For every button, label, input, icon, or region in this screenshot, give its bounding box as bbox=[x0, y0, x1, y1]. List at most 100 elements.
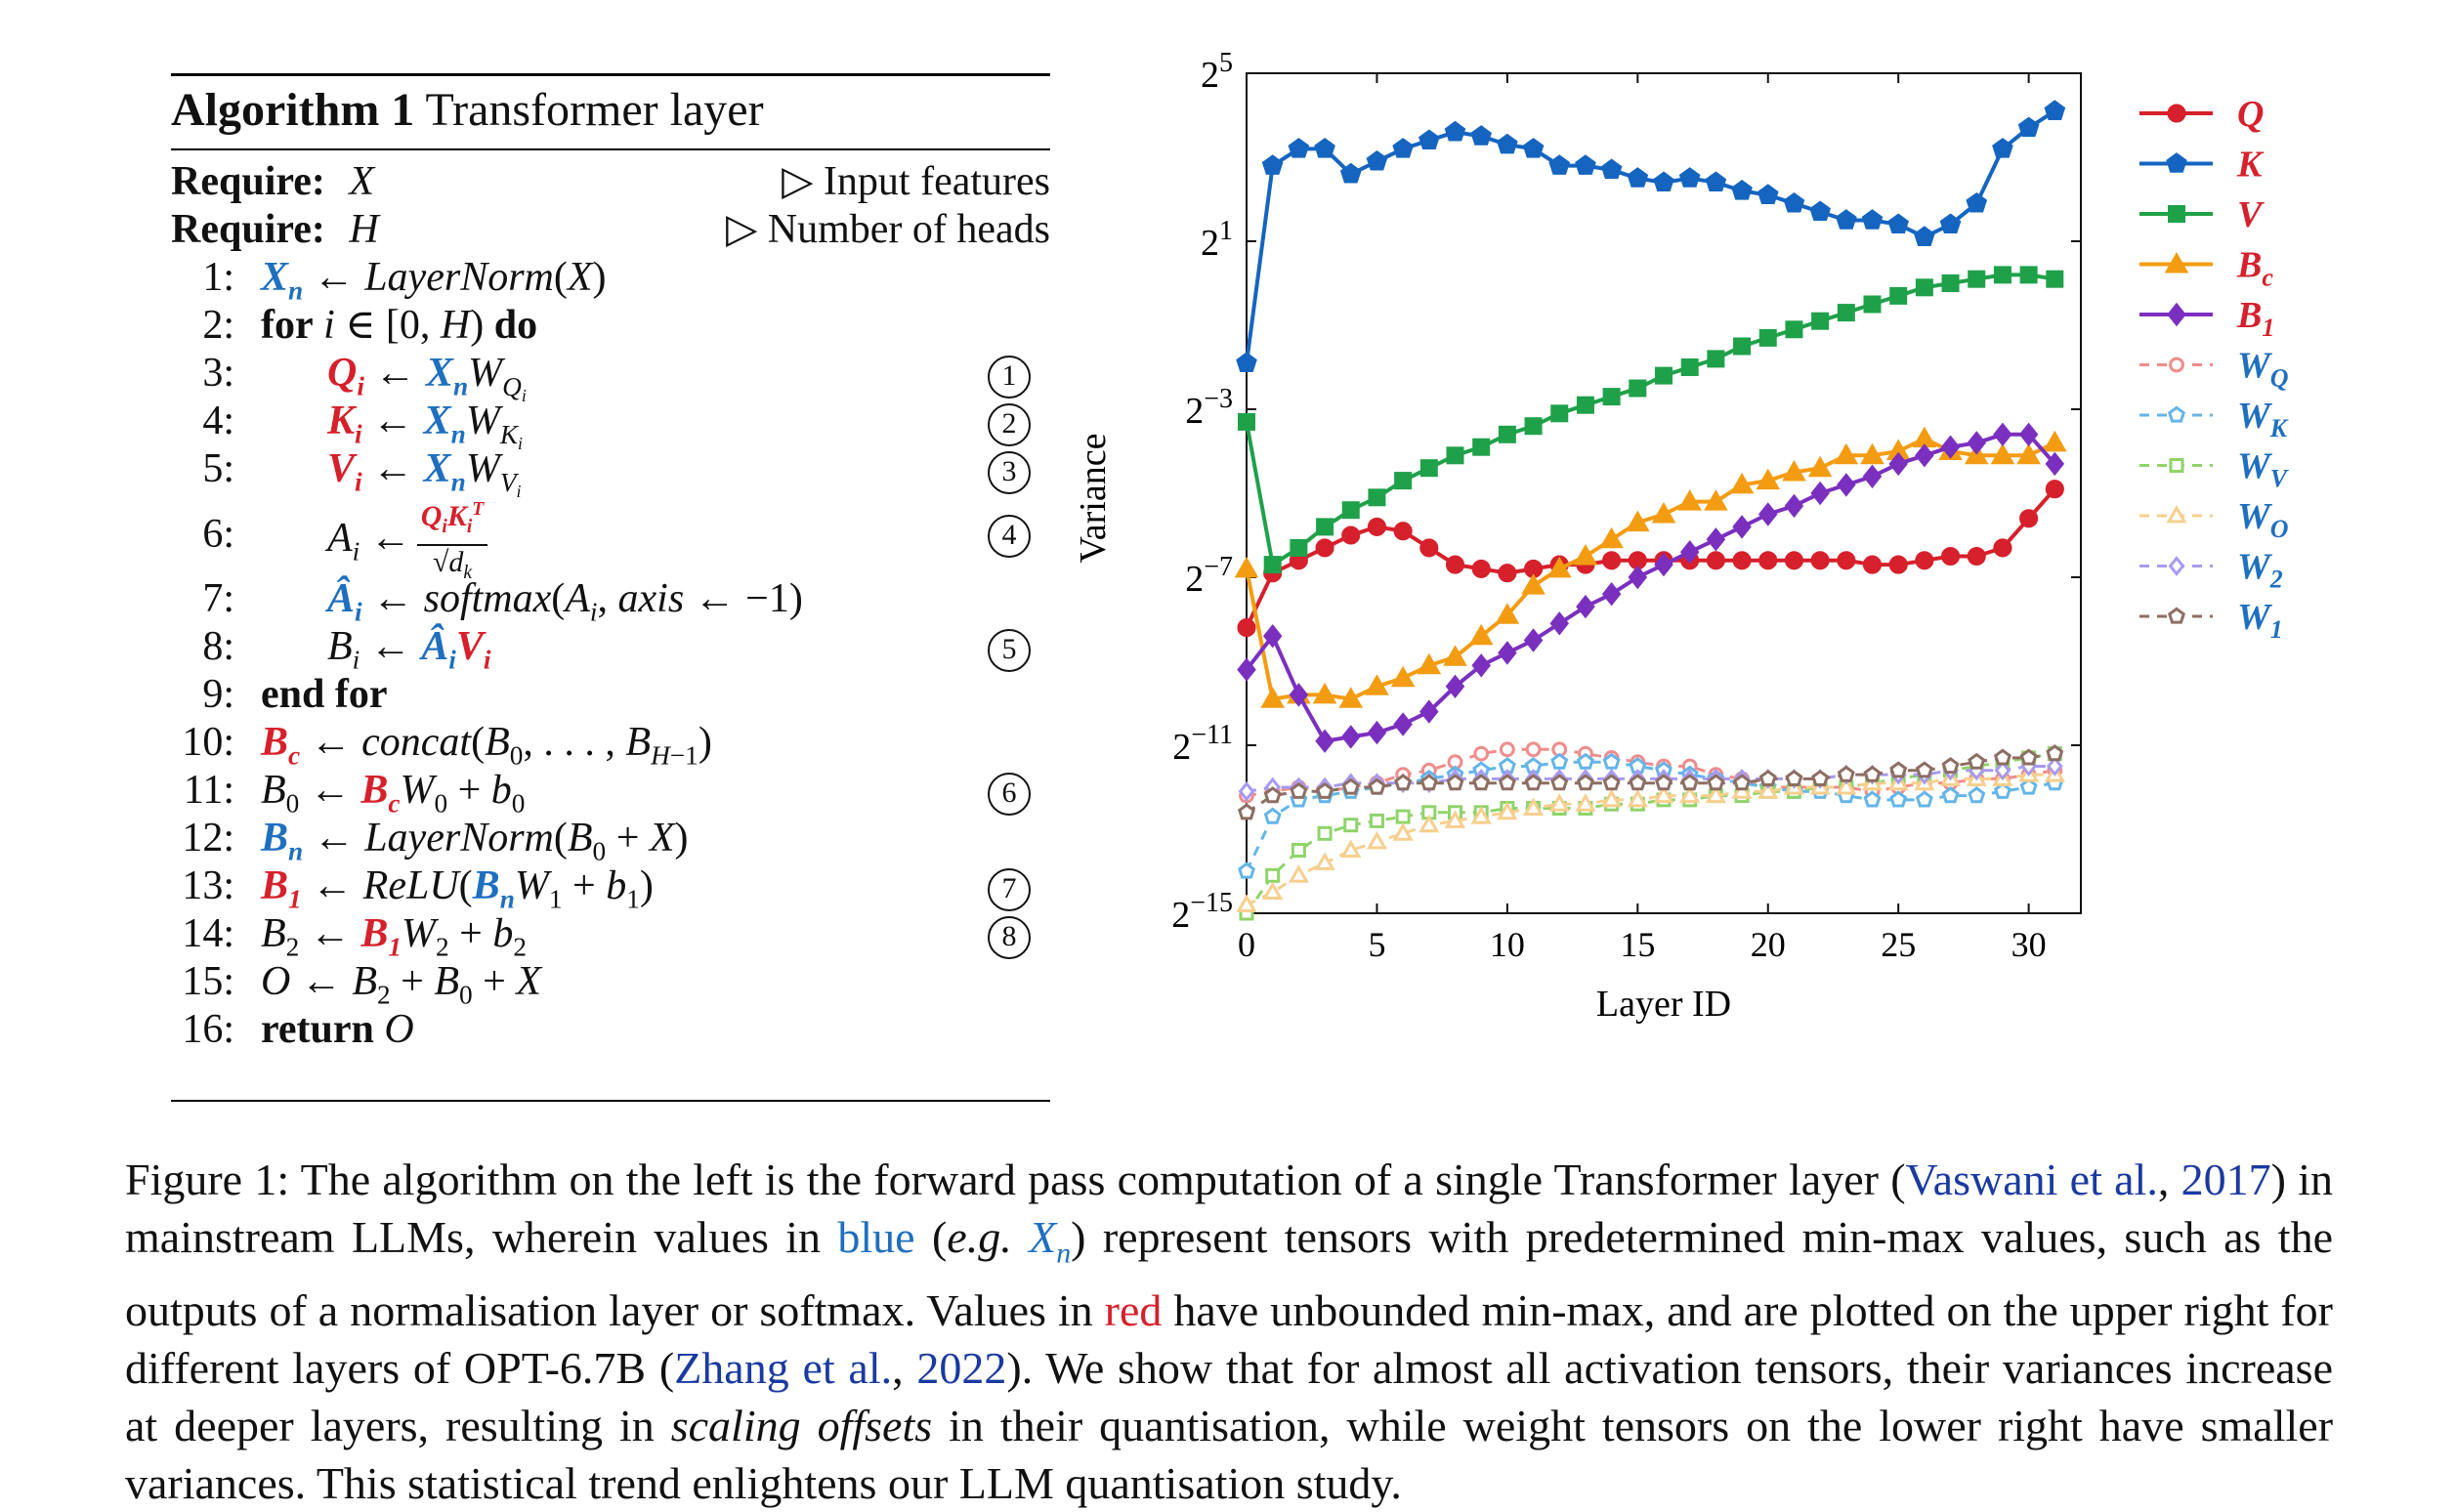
legend-entry: Q bbox=[2139, 94, 2264, 135]
data-point bbox=[1444, 120, 1466, 142]
data-point bbox=[1444, 810, 1466, 828]
data-point bbox=[1785, 769, 1803, 786]
line-number: 14: bbox=[182, 911, 234, 956]
data-point bbox=[1470, 125, 1492, 146]
data-point bbox=[1523, 628, 1544, 652]
data-point bbox=[1263, 556, 1282, 574]
data-point bbox=[1395, 809, 1411, 824]
figure-caption: Figure 1: The algorithm on the left is t… bbox=[125, 1151, 2333, 1512]
citation-link[interactable]: Zhang et al. bbox=[674, 1343, 893, 1394]
line-number: 4: bbox=[202, 399, 234, 443]
series-bc bbox=[1234, 426, 2067, 708]
legend-marker bbox=[2168, 556, 2185, 576]
data-point bbox=[1315, 538, 1334, 558]
series-line-q bbox=[1245, 487, 2056, 629]
algo-line-13: 13: B1 ← ReLU(BnW1 + b1) 7 bbox=[171, 862, 1050, 914]
data-point bbox=[2046, 756, 2063, 777]
data-point bbox=[1548, 793, 1570, 812]
data-point bbox=[1862, 464, 1883, 489]
x-tick-label: 25 bbox=[1881, 925, 1916, 964]
data-point bbox=[1707, 774, 1725, 791]
data-point bbox=[1236, 894, 1257, 912]
algorithm-label: Algorithm 1 bbox=[171, 84, 415, 136]
data-point bbox=[1600, 158, 1623, 180]
series-wo bbox=[1236, 764, 2065, 912]
data-point bbox=[1575, 154, 1596, 175]
data-point bbox=[1655, 366, 1673, 385]
data-point bbox=[1993, 781, 2011, 799]
data-point bbox=[1677, 489, 1702, 511]
step-circle: 3 bbox=[988, 451, 1031, 494]
data-point bbox=[1468, 623, 1494, 646]
data-point bbox=[1757, 502, 1778, 526]
legend-label: B1 bbox=[2236, 295, 2274, 342]
data-point bbox=[1863, 295, 1882, 314]
data-point bbox=[1679, 784, 1701, 804]
data-point bbox=[1729, 472, 1755, 494]
data-point bbox=[1576, 594, 1595, 619]
data-point bbox=[1499, 741, 1515, 758]
data-point bbox=[1915, 790, 1933, 808]
data-point bbox=[1522, 797, 1545, 816]
data-point bbox=[1968, 786, 1986, 804]
x-tick-label: 0 bbox=[1238, 925, 1255, 964]
data-point bbox=[1393, 712, 1413, 736]
data-point bbox=[1651, 501, 1676, 524]
data-point bbox=[2019, 748, 2038, 766]
data-point bbox=[1260, 687, 1285, 708]
data-point bbox=[1288, 864, 1309, 883]
data-point bbox=[1470, 806, 1492, 824]
algo-line-2: 2: for i ∈ [0, H) do bbox=[171, 302, 1050, 350]
data-point bbox=[2019, 777, 2038, 795]
data-point bbox=[1783, 191, 1805, 213]
y-tick-label: 25 bbox=[1201, 48, 1233, 96]
line-body: Bi ← ÂiVi bbox=[327, 624, 491, 675]
data-point bbox=[2044, 100, 2066, 120]
line-number: 3: bbox=[202, 351, 234, 396]
data-point bbox=[2045, 451, 2065, 477]
series-line-w1 bbox=[1246, 752, 2055, 815]
line-body: Bc ← concat(B0, . . . , BH−1) bbox=[261, 720, 712, 771]
line-body: Vi ← XnWVi bbox=[327, 446, 522, 501]
require-keyword: Require: bbox=[171, 207, 325, 252]
data-point bbox=[1443, 645, 1467, 666]
data-point bbox=[1234, 556, 1259, 578]
data-point bbox=[1782, 459, 1806, 482]
series-line-wo bbox=[1246, 773, 2055, 906]
data-point bbox=[1392, 138, 1414, 158]
caption-italic: e.g. bbox=[947, 1212, 1012, 1262]
legend-entry: WO bbox=[2139, 496, 2289, 543]
series-line-wq bbox=[1246, 747, 2055, 798]
data-point bbox=[2019, 266, 2038, 284]
data-point bbox=[1261, 154, 1284, 175]
citation-link[interactable]: Vaswani et al. bbox=[1905, 1155, 2158, 1204]
y-tick-label: 2−15 bbox=[1171, 888, 1233, 936]
citation-year-link[interactable]: 2022 bbox=[916, 1343, 1007, 1394]
x-axis-label: Layer ID bbox=[1596, 984, 1731, 1025]
line-body: B0 ← BcW0 + b0 bbox=[261, 768, 526, 819]
legend-entry: B1 bbox=[2139, 295, 2274, 342]
data-point bbox=[1263, 807, 1282, 824]
legend-entry: W1 bbox=[2139, 597, 2283, 644]
algo-line-9: 9: end for bbox=[171, 671, 1050, 719]
data-point bbox=[1262, 623, 1283, 649]
algo-line-7: 7: Âi ← softmax(Ai, axis ← −1) bbox=[171, 575, 1050, 627]
data-point bbox=[1836, 776, 1857, 795]
caption-italic: scaling offsets bbox=[670, 1401, 933, 1451]
data-point bbox=[1473, 745, 1490, 762]
data-point bbox=[1575, 793, 1596, 812]
algo-line-3: 3: Qi ← XnWQi 1 bbox=[171, 350, 1050, 405]
data-point bbox=[1811, 769, 1830, 786]
data-point bbox=[1707, 350, 1725, 368]
data-point bbox=[1654, 552, 1673, 577]
data-point bbox=[1993, 748, 2011, 766]
algo-line-10: 10: Bc ← concat(B0, . . . , BH−1) bbox=[171, 719, 1050, 771]
data-point bbox=[1994, 760, 2011, 781]
line-body: B2 ← B1W2 + b2 bbox=[261, 911, 527, 962]
step-circle: 8 bbox=[988, 916, 1031, 959]
data-point bbox=[1316, 518, 1334, 536]
data-point bbox=[1992, 138, 2013, 158]
data-point bbox=[1525, 741, 1542, 758]
variance-chart: 0 5 10 15 20 25 30 25 21 2−3 2−7 2−11 2−15 QKV BcB1WQ… bbox=[1073, 48, 2290, 1025]
citation-year-link[interactable]: 2017 bbox=[2181, 1155, 2271, 1204]
